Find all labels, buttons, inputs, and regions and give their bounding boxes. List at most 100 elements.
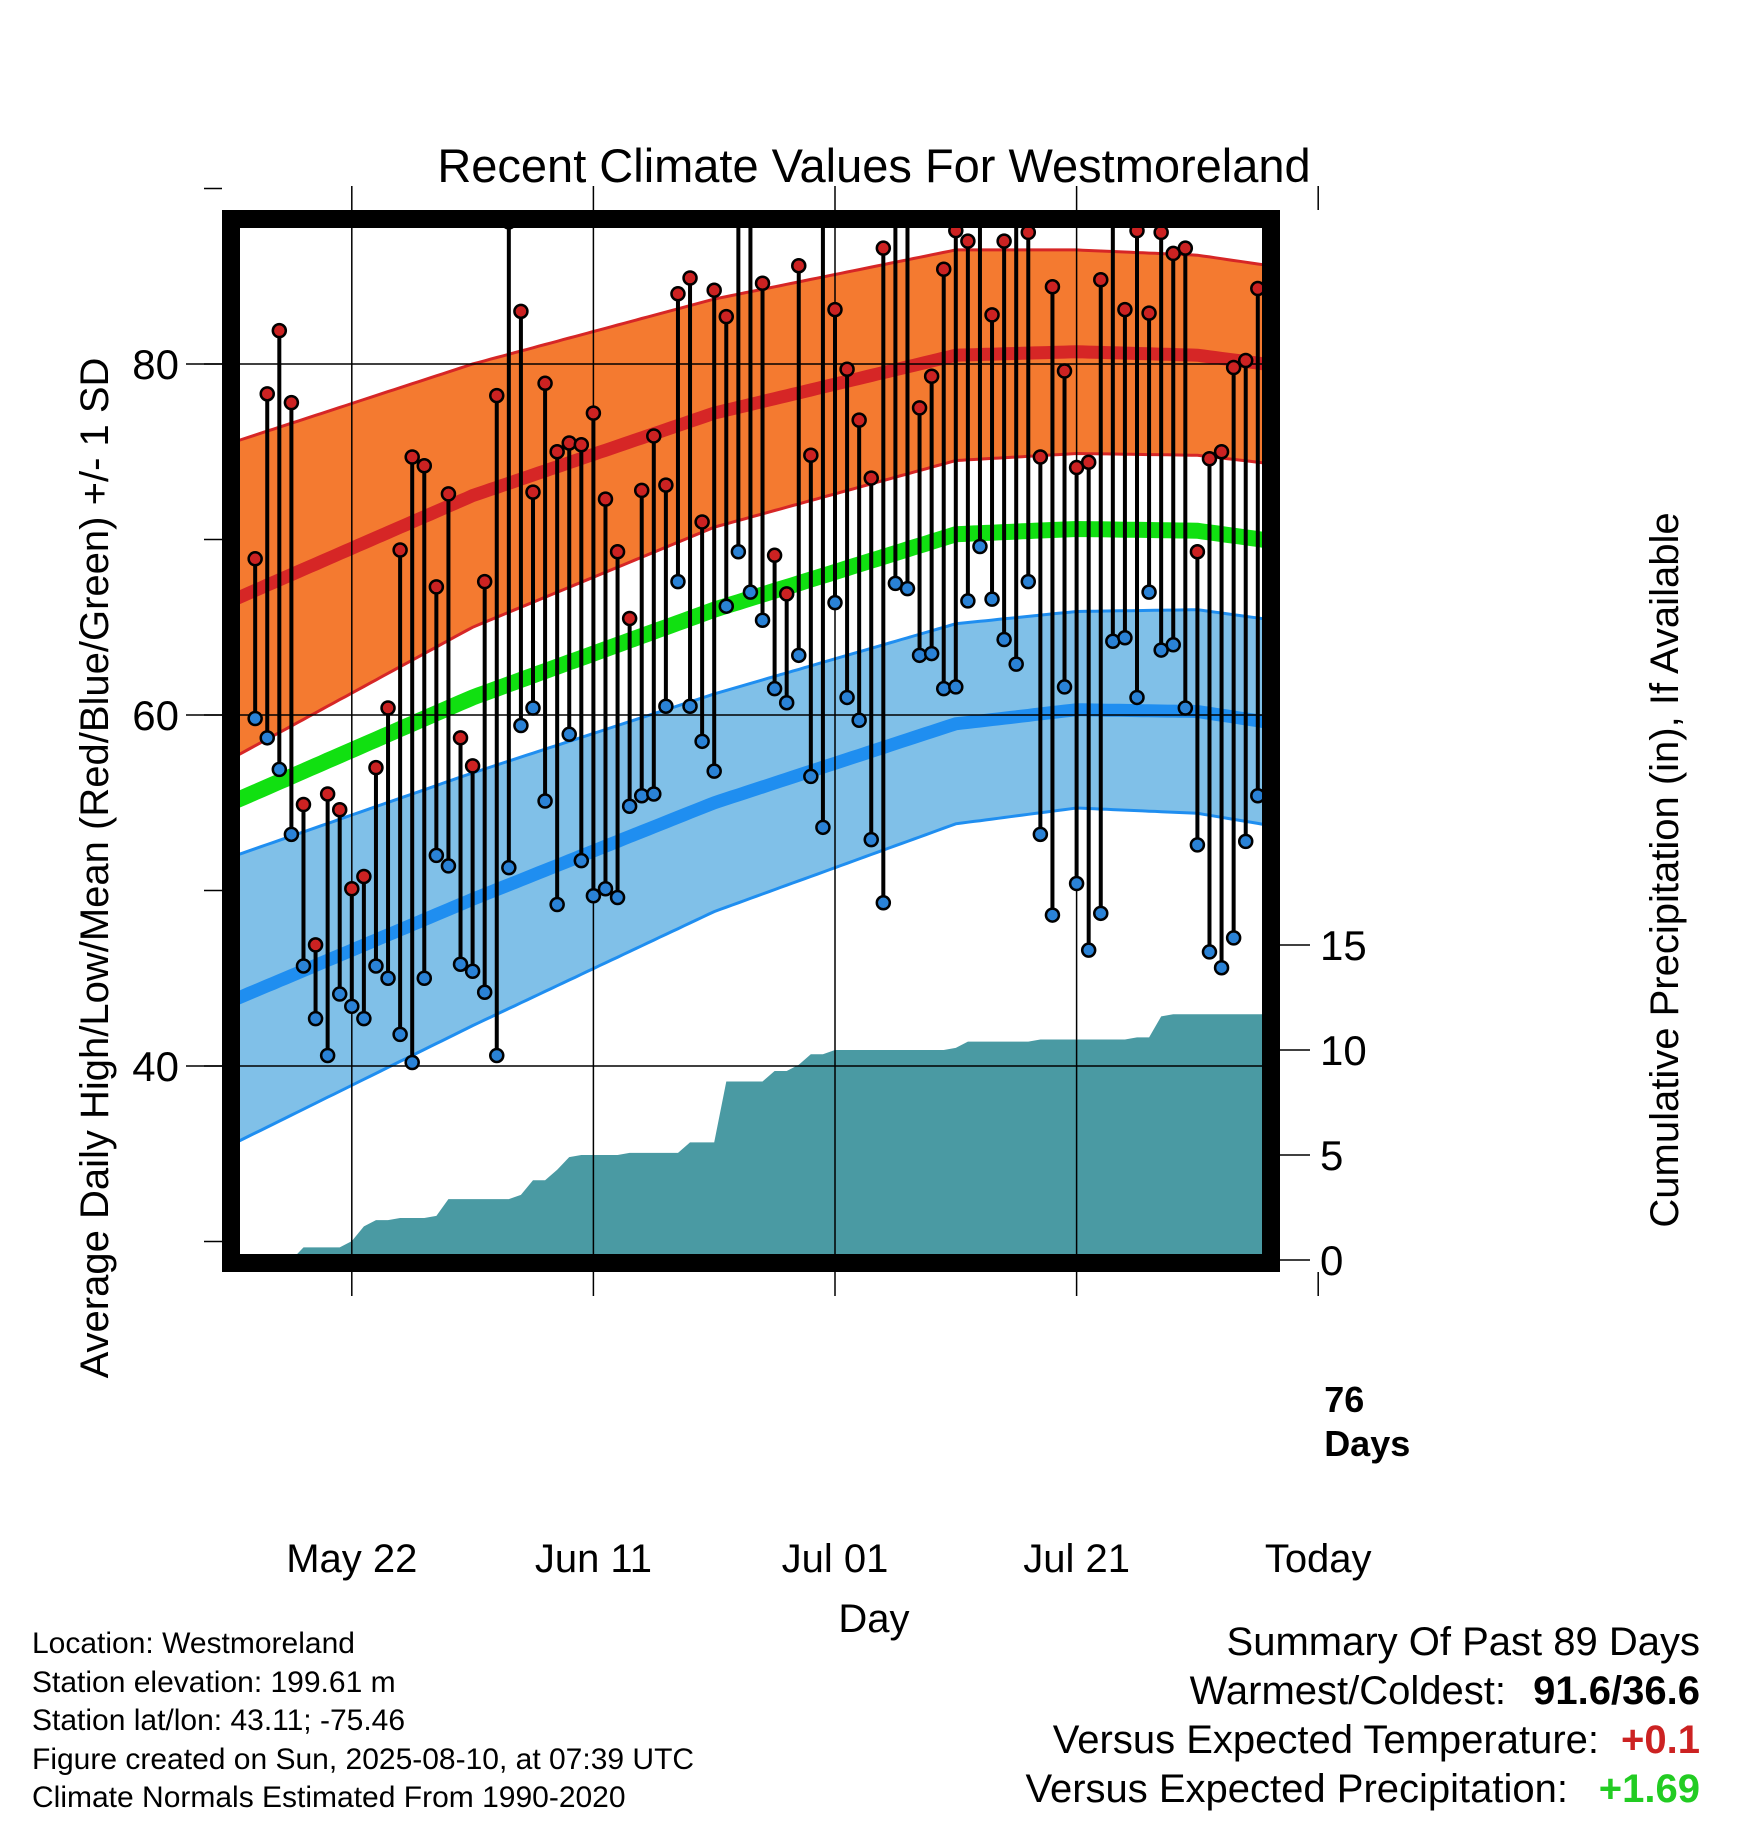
obs-low-point xyxy=(476,984,493,1001)
obs-high-point xyxy=(1189,544,1206,560)
obs-high-point xyxy=(307,937,324,953)
obs-low-point xyxy=(1300,793,1313,806)
obs-high-point xyxy=(1177,240,1194,256)
normal-high-line xyxy=(231,345,1271,607)
obs-low-point xyxy=(1068,875,1085,892)
obs-high-point xyxy=(694,514,710,530)
obs-low-point xyxy=(621,798,638,815)
obs-low-point xyxy=(561,726,577,743)
obs-low-point xyxy=(766,680,783,697)
warmest-value: 91.6/36.6 xyxy=(1533,1669,1700,1713)
obs-low-point xyxy=(1141,584,1157,600)
precip-label: Versus Expected Precipitation: xyxy=(1025,1767,1568,1811)
obs-high-point xyxy=(1141,305,1157,321)
obs-low-point xyxy=(875,895,892,911)
obs-high-point xyxy=(368,759,384,776)
obs-low-point xyxy=(754,612,771,628)
obs-high-point xyxy=(923,368,940,385)
x-tick-label: Jul 21 xyxy=(1023,1537,1130,1581)
obs-high-point xyxy=(283,394,300,411)
obs-low-point xyxy=(1080,942,1097,958)
obs-high-point xyxy=(1117,301,1133,318)
obs-low-point xyxy=(1201,944,1218,960)
obs-high-point xyxy=(778,586,795,602)
obs-high-point xyxy=(1237,352,1254,369)
obs-low-point xyxy=(1056,679,1073,695)
obs-high-point xyxy=(452,730,469,746)
obs-high-point xyxy=(816,196,829,209)
obs-high-point xyxy=(911,400,928,416)
x-tick-label: Jul 01 xyxy=(782,1537,889,1581)
obs-low-point xyxy=(537,793,553,809)
y-tick-label: 40 xyxy=(132,1043,179,1090)
obs-high-point xyxy=(380,700,396,716)
obs-low-point xyxy=(1117,630,1133,646)
summary-title: Summary Of Past 89 Days xyxy=(1226,1620,1700,1664)
obs-low-point xyxy=(742,584,759,600)
obs-high-point xyxy=(476,573,493,590)
x-tick-label: Today xyxy=(1265,1537,1372,1581)
obs-low-point xyxy=(489,1047,505,1064)
obs-high-point xyxy=(537,375,553,392)
obs-high-point xyxy=(791,257,807,274)
precip-value: +1.69 xyxy=(1598,1767,1700,1811)
summary-temp-row: Versus Expected Temperature: +0.1 xyxy=(1025,1716,1700,1765)
obs-low-point xyxy=(670,573,686,590)
obs-low-point xyxy=(984,591,1000,607)
obs-low-point xyxy=(549,896,565,913)
obs-high-point xyxy=(718,308,735,325)
obs-high-point xyxy=(464,758,481,774)
obs-low-point xyxy=(718,598,735,614)
obs-low-point xyxy=(392,1026,408,1043)
obs-high-point xyxy=(706,282,722,299)
obs-low-point xyxy=(682,698,698,714)
high-sd-band-upper-edge xyxy=(231,248,1271,445)
obs-high-point xyxy=(331,802,348,818)
obs-high-point xyxy=(1080,454,1097,471)
obs-high-point xyxy=(440,486,457,502)
obs-high-point xyxy=(525,484,541,500)
obs-high-point xyxy=(259,386,275,402)
obs-low-point xyxy=(1020,573,1037,590)
y2-tick-label: 10 xyxy=(1320,1027,1367,1074)
obs-high-point xyxy=(1213,444,1230,460)
obs-low-point xyxy=(319,1047,336,1064)
obs-high-point xyxy=(1093,272,1109,288)
obs-low-point xyxy=(597,880,614,897)
temp-label: Versus Expected Temperature: xyxy=(1052,1718,1600,1762)
obs-low-point xyxy=(827,594,843,611)
obs-high-point xyxy=(851,412,867,428)
obs-low-point xyxy=(1189,837,1206,853)
obs-high-point xyxy=(549,444,565,460)
obs-high-point xyxy=(1032,449,1049,465)
obs-low-point xyxy=(1032,826,1049,843)
plot-content xyxy=(231,196,1313,1263)
obs-low-point xyxy=(356,1010,372,1027)
obs-low-point xyxy=(778,694,795,711)
obs-low-point xyxy=(996,631,1012,648)
obs-high-point xyxy=(513,303,529,320)
obs-low-point xyxy=(585,888,602,904)
obs-low-point xyxy=(501,859,517,876)
obs-high-point xyxy=(754,275,771,292)
obs-low-point xyxy=(948,679,964,695)
obs-low-point xyxy=(295,958,312,974)
x-tick-label: Jun 11 xyxy=(535,1537,652,1581)
obs-low-point xyxy=(1044,907,1061,923)
summary-panel: Summary Of Past 89 Days Warmest/Coldest:… xyxy=(1025,1618,1700,1814)
summary-warmest-row: Warmest/Coldest: 91.6/36.6 xyxy=(1025,1667,1700,1716)
obs-high-point xyxy=(609,544,626,560)
obs-high-point xyxy=(597,491,614,507)
obs-high-point xyxy=(827,301,843,318)
obs-low-point xyxy=(344,998,360,1015)
obs-high-point xyxy=(392,542,408,558)
elevation-text: Station elevation: 199.61 m xyxy=(32,1665,396,1699)
obs-low-point xyxy=(259,730,275,746)
obs-high-point xyxy=(1225,359,1242,376)
obs-high-point xyxy=(996,233,1012,249)
obs-low-point xyxy=(1129,689,1145,706)
obs-low-point xyxy=(899,580,916,597)
obs-high-point xyxy=(585,405,602,421)
obs-low-point xyxy=(283,826,300,843)
